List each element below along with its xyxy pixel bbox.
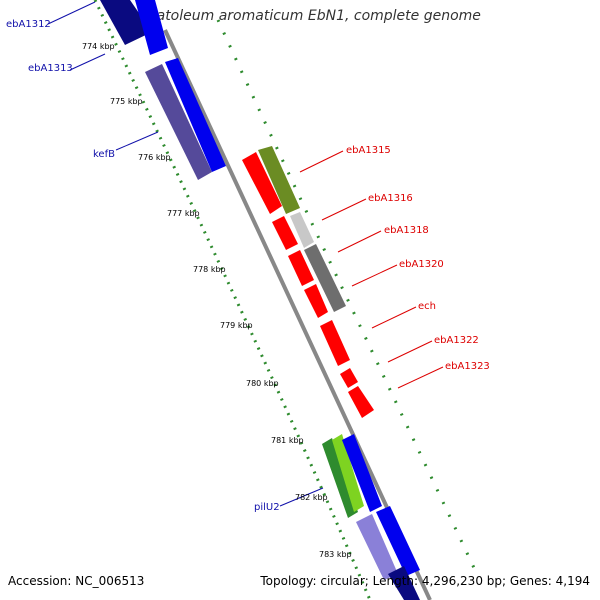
kbp-label: 779 kbp [220,321,253,330]
kbp-label: 778 kbp [193,265,226,274]
label-line [397,366,444,389]
kbp-label: 780 kbp [246,379,279,388]
label-line [337,230,382,253]
cds-block[interactable] [242,152,282,214]
cds-block[interactable] [304,244,346,312]
cds-block[interactable] [258,146,300,214]
kbp-label: 782 kbp [295,493,328,502]
cds-block[interactable] [272,216,298,250]
kbp-label: 781 kbp [271,436,304,445]
cds-block[interactable] [290,212,314,248]
topology-label: Topology: circular; Length: 4,296,230 bp… [260,574,590,588]
cds-block[interactable] [304,284,328,318]
cds-block[interactable] [340,368,358,388]
cds-block[interactable] [342,434,382,512]
label-line [299,150,344,173]
kbp-label: 774 kbp [82,42,115,51]
cds-block[interactable] [348,386,374,418]
label-line [69,53,106,71]
label-line [47,1,96,25]
cds-block[interactable] [135,0,168,55]
gene-label-ebA1312[interactable]: ebA1312 [6,19,51,30]
cds-block[interactable] [145,64,212,180]
cds-block[interactable] [322,438,358,518]
label-line [279,487,324,507]
gene-label-ebA1320[interactable]: ebA1320 [399,259,444,270]
gene-label-ebA1318[interactable]: ebA1318 [384,225,429,236]
gene-label-pilU2[interactable]: pilU2 [254,502,280,513]
outer-tick-ring-right [216,19,477,571]
kbp-label: 775 kbp [110,97,143,106]
gene-label-ebA1315[interactable]: ebA1315 [346,145,391,156]
cds-block[interactable] [320,320,350,366]
cds-block[interactable] [165,58,226,172]
label-line [115,131,159,151]
gene-label-ebA1316[interactable]: ebA1316 [368,193,413,204]
cds-block[interactable] [288,250,314,286]
cds-block[interactable] [356,514,398,580]
label-line [387,340,433,363]
genome-title: Aromatoleum aromaticum EbN1, complete ge… [119,8,481,24]
cds-block[interactable] [376,506,420,576]
kbp-label: 777 kbp [167,209,200,218]
kbp-label: 776 kbp [138,153,171,162]
label-line [351,264,398,287]
label-line [371,306,417,329]
gene-label-ech[interactable]: ech [418,301,436,312]
accession-label: Accession: NC_006513 [8,574,145,588]
gene-label-kefB[interactable]: kefB [93,149,115,160]
gene-label-ebA1313[interactable]: ebA1313 [28,63,73,74]
label-line [321,198,367,221]
gene-label-ebA1322[interactable]: ebA1322 [434,335,479,346]
gene-label-ebA1323[interactable]: ebA1323 [445,361,490,372]
cds-block[interactable] [388,566,420,600]
kbp-label: 783 kbp [319,550,352,559]
cds-block[interactable] [332,434,364,512]
cds-block[interactable] [100,0,152,45]
